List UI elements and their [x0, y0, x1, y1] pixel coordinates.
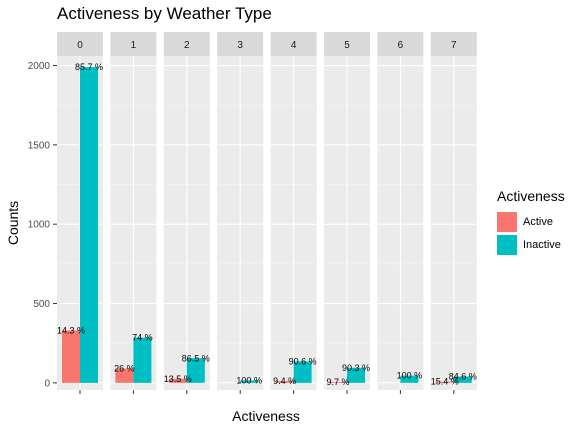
bar-active [435, 381, 454, 383]
data-label-inactive: 100 % [397, 371, 423, 381]
data-label-inactive: 84.6 % [449, 372, 477, 382]
legend: Activeness Active Inactive [497, 188, 565, 256]
facet-strip-label: 6 [398, 40, 404, 51]
facet-strip-label: 7 [451, 40, 457, 51]
y-tick-label: 1000 [28, 220, 51, 231]
facet-strip-label: 2 [184, 40, 190, 51]
data-label-inactive: 90.6 % [289, 356, 317, 366]
facet-strip-label: 3 [237, 40, 243, 51]
y-tick-label: 2000 [28, 61, 51, 72]
bar-inactive [453, 376, 472, 383]
y-tick-label: 0 [44, 378, 50, 389]
bar-inactive [240, 380, 259, 383]
bar-inactive [186, 358, 205, 383]
data-label-inactive: 100 % [236, 375, 262, 385]
facet-strip [217, 32, 264, 56]
facet-strip-label: 1 [131, 40, 137, 51]
bar-active [62, 330, 80, 383]
data-label-active: 9.7 % [326, 377, 349, 387]
legend-title: Activeness [497, 188, 565, 204]
y-tick-label: 500 [33, 299, 50, 310]
bar-inactive [133, 337, 152, 383]
chart-title: Activeness by Weather Type [57, 4, 272, 23]
facet-strip [324, 32, 370, 56]
facet-strip [270, 32, 317, 56]
legend-key-inactive [497, 234, 517, 255]
facet-strip [57, 32, 103, 56]
facet-strip [430, 32, 477, 56]
legend-key-active [497, 211, 517, 232]
legend-label-inactive: Inactive [523, 238, 561, 251]
data-label-active: 13.5 % [164, 374, 192, 384]
legend-label-active: Active [523, 215, 553, 228]
bar-active [275, 380, 294, 383]
bar-active [168, 378, 187, 383]
facet-strip-label: 4 [291, 40, 297, 51]
data-label-active: 26 % [114, 364, 135, 374]
facet-strip [377, 32, 424, 56]
data-label-active: 15.4 % [431, 377, 459, 387]
data-label-inactive: 86.5 % [182, 353, 210, 363]
bar-inactive [293, 361, 312, 383]
bar-active [115, 368, 134, 383]
facet-strip [163, 32, 210, 56]
facet-strip-label: 5 [344, 40, 350, 51]
data-label-inactive: 74 % [132, 333, 153, 343]
y-tick-label: 1500 [28, 140, 51, 151]
bar-inactive [80, 67, 98, 383]
x-axis-label: Activeness [232, 408, 300, 424]
facet-strip [110, 32, 157, 56]
bar-inactive [400, 375, 419, 383]
legend-item-active: Active [497, 210, 565, 233]
legend-item-inactive: Inactive [497, 233, 565, 256]
facet-strip-label: 0 [77, 40, 83, 51]
y-axis-label: Counts [5, 201, 21, 245]
bar-active [329, 382, 347, 383]
data-label-active: 9.4 % [273, 376, 296, 386]
data-label-inactive: 85.7 % [75, 62, 103, 72]
data-label-inactive: 90.3 % [342, 363, 370, 373]
data-label-active: 14.3 % [57, 325, 85, 335]
bar-inactive [347, 367, 365, 383]
